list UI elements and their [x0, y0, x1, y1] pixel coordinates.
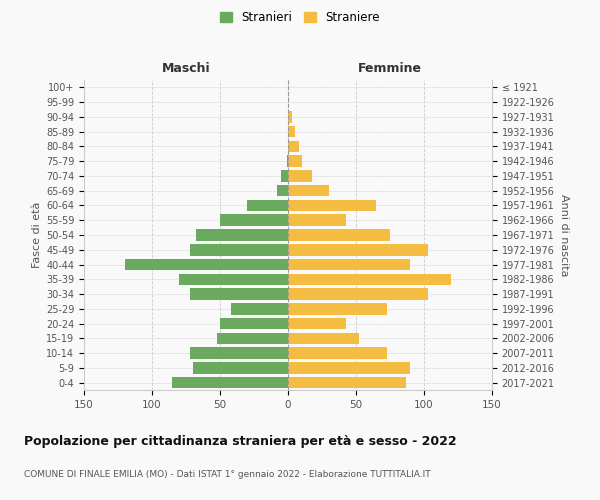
Bar	[288, 332, 359, 344]
Bar	[288, 318, 346, 330]
Bar	[190, 288, 288, 300]
Bar	[190, 244, 288, 256]
Bar	[288, 362, 410, 374]
Bar	[288, 156, 302, 167]
Bar	[288, 111, 292, 122]
Bar	[217, 332, 288, 344]
Bar	[288, 377, 406, 388]
Bar	[288, 303, 387, 314]
Bar	[179, 274, 288, 285]
Bar	[288, 348, 387, 359]
Bar	[172, 377, 288, 388]
Bar	[220, 214, 288, 226]
Bar	[288, 185, 329, 196]
Bar	[288, 170, 313, 181]
Bar	[220, 318, 288, 330]
Text: Femmine: Femmine	[358, 62, 422, 75]
Bar	[247, 200, 288, 211]
Bar	[288, 229, 390, 241]
Bar	[288, 274, 451, 285]
Bar	[288, 288, 428, 300]
Y-axis label: Fasce di età: Fasce di età	[32, 202, 42, 268]
Bar	[190, 348, 288, 359]
Bar	[196, 229, 288, 241]
Legend: Stranieri, Straniere: Stranieri, Straniere	[218, 8, 382, 26]
Text: COMUNE DI FINALE EMILIA (MO) - Dati ISTAT 1° gennaio 2022 - Elaborazione TUTTITA: COMUNE DI FINALE EMILIA (MO) - Dati ISTA…	[24, 470, 431, 479]
Bar	[277, 185, 288, 196]
Bar	[288, 244, 428, 256]
Y-axis label: Anni di nascita: Anni di nascita	[559, 194, 569, 276]
Text: Popolazione per cittadinanza straniera per età e sesso - 2022: Popolazione per cittadinanza straniera p…	[24, 435, 457, 448]
Bar	[231, 303, 288, 314]
Bar	[288, 214, 346, 226]
Bar	[287, 156, 288, 167]
Bar	[288, 200, 376, 211]
Bar	[288, 126, 295, 138]
Bar	[281, 170, 288, 181]
Bar	[288, 140, 299, 152]
Bar	[288, 259, 410, 270]
Text: Maschi: Maschi	[161, 62, 211, 75]
Bar	[125, 259, 288, 270]
Bar	[193, 362, 288, 374]
